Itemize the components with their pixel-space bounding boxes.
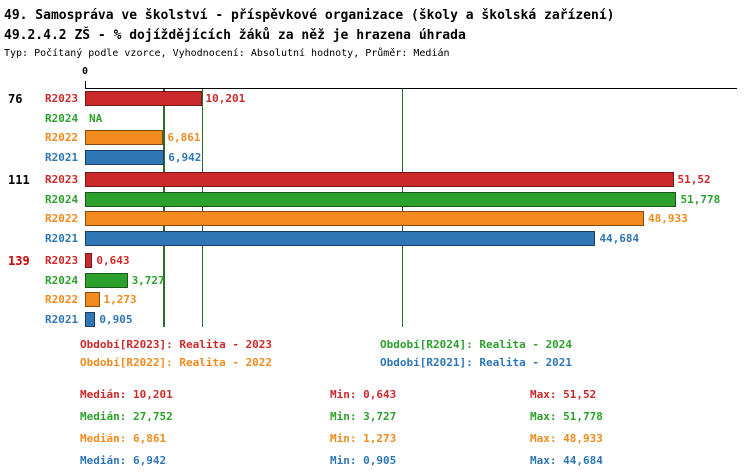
bar-value-label: 51,52 <box>677 173 711 186</box>
stat-min-r2022: Min: 1,273 <box>330 432 397 445</box>
series-label: R2022 <box>45 131 79 144</box>
bar-value-label: 6,942 <box>168 150 202 164</box>
legend-item-r2024: Období[R2024]: Realita - 2024 <box>380 338 573 351</box>
bar-r2023 <box>85 91 202 106</box>
chart-header: 49. Samospráva ve školství - příspěvkové… <box>0 0 750 62</box>
bar-r2023 <box>85 172 674 187</box>
bar-r2022 <box>85 292 100 307</box>
series-label: R2024 <box>45 273 79 287</box>
legend-item-r2023: Období[R2023]: Realita - 2023 <box>80 338 273 351</box>
stat-median-r2022: Medián: 6,861 <box>80 432 167 445</box>
stat-median-r2024: Medián: 27,752 <box>80 410 173 423</box>
bar-row: R2021 44,684 <box>0 229 750 249</box>
x-axis-zero-label: 0 <box>82 66 89 77</box>
median-line <box>201 89 203 327</box>
bar-value-label: 3,727 <box>131 273 165 287</box>
stat-max-r2022: Max: 48,933 <box>530 432 603 445</box>
bar-value-label: 0,905 <box>99 312 133 326</box>
bar-row: R2022 48,933 <box>0 209 750 229</box>
legend: Období[R2023]: Realita - 2023 Období[R20… <box>80 338 572 369</box>
bar-row: R2024 3,727 <box>0 271 750 291</box>
stat-min-r2024: Min: 3,727 <box>330 410 397 423</box>
series-label: R2024 <box>45 111 79 125</box>
group-label: 111 <box>8 173 30 187</box>
bar-row: 111 R2023 51,52 <box>0 170 750 190</box>
series-label: R2023 <box>45 92 79 105</box>
series-label: R2023 <box>45 254 79 267</box>
stat-median-r2021: Medián: 6,942 <box>80 454 167 467</box>
x-axis-tick <box>85 81 86 88</box>
series-label: R2021 <box>45 231 79 245</box>
stat-min-r2021: Min: 0,905 <box>330 454 397 467</box>
bar-value-label: 51,778 <box>680 192 721 206</box>
bar-r2024 <box>85 272 128 288</box>
series-label: R2021 <box>45 312 79 326</box>
median-line <box>402 89 404 327</box>
stat-max-r2023: Max: 51,52 <box>530 388 597 401</box>
bar-r2022 <box>85 130 164 145</box>
bar-r2021 <box>85 230 596 246</box>
stats-table: Medián: 10,201 Min: 0,643 Max: 51,52 Med… <box>80 388 603 467</box>
series-label: R2021 <box>45 150 79 164</box>
median-line <box>163 89 165 327</box>
bar-row: R2024 NA <box>0 109 750 129</box>
series-label: R2022 <box>45 293 79 306</box>
x-axis-line <box>85 88 737 89</box>
group-label: 139 <box>8 254 30 268</box>
bar-value-label: 48,933 <box>647 212 688 225</box>
bar-row: R2022 6,861 <box>0 128 750 148</box>
bar-group: 139 R2023 0,643 R2024 3,727 R2022 1,273 R2021 0,… <box>0 251 750 329</box>
bar-row: R2022 1,273 <box>0 290 750 310</box>
stat-max-r2021: Max: 44,684 <box>530 454 603 467</box>
bar-r2023 <box>85 253 93 268</box>
bar-row: 139 R2023 0,643 <box>0 251 750 271</box>
series-label: R2022 <box>45 212 79 225</box>
stat-max-r2024: Max: 51,778 <box>530 410 603 423</box>
bar-group: 111 R2023 51,52 R2024 51,778 R2022 48,933 R2021… <box>0 170 750 248</box>
legend-item-r2022: Období[R2022]: Realita - 2022 <box>80 356 273 369</box>
stat-median-r2023: Medián: 10,201 <box>80 388 173 401</box>
bar-value-label: 0,643 <box>96 254 130 267</box>
plot-area: 76 R2023 10,201 R2024 NA R2022 6,861 R2021 6,942… <box>0 89 750 329</box>
bar-row: R2024 51,778 <box>0 190 750 210</box>
bar-value-label: 1,273 <box>103 293 137 306</box>
bar-row: 76 R2023 10,201 <box>0 89 750 109</box>
chart-subtitle: Typ: Počítaný podle vzorce, Vyhodnocení:… <box>4 48 450 59</box>
series-label: R2023 <box>45 173 79 186</box>
bar-r2022 <box>85 211 644 226</box>
bar-value-label: NA <box>89 111 103 125</box>
bar-r2024 <box>85 191 677 207</box>
series-label: R2024 <box>45 192 79 206</box>
bar-row: R2021 6,942 <box>0 148 750 168</box>
bar-value-label: 44,684 <box>599 231 640 245</box>
bar-row: R2021 0,905 <box>0 310 750 330</box>
bar-chart: 0 76 R2023 10,201 R2024 NA R2022 6,861 R2021 6,9… <box>0 60 750 330</box>
bar-r2021 <box>85 149 165 165</box>
chart-title-line1: 49. Samospráva ve školství - příspěvkové… <box>4 8 615 23</box>
stat-min-r2023: Min: 0,643 <box>330 388 397 401</box>
legend-item-r2021: Období[R2021]: Realita - 2021 <box>380 356 573 369</box>
bar-r2021 <box>85 311 96 327</box>
bar-group: 76 R2023 10,201 R2024 NA R2022 6,861 R2021 6,942 <box>0 89 750 167</box>
median-line <box>164 89 166 327</box>
chart-title-line2: 49.2.4.2 ZŠ - % dojíždějících žáků za ně… <box>4 28 466 43</box>
bar-value-label: 10,201 <box>205 92 246 105</box>
bar-value-label: 6,861 <box>167 131 201 144</box>
group-label: 76 <box>8 92 23 106</box>
